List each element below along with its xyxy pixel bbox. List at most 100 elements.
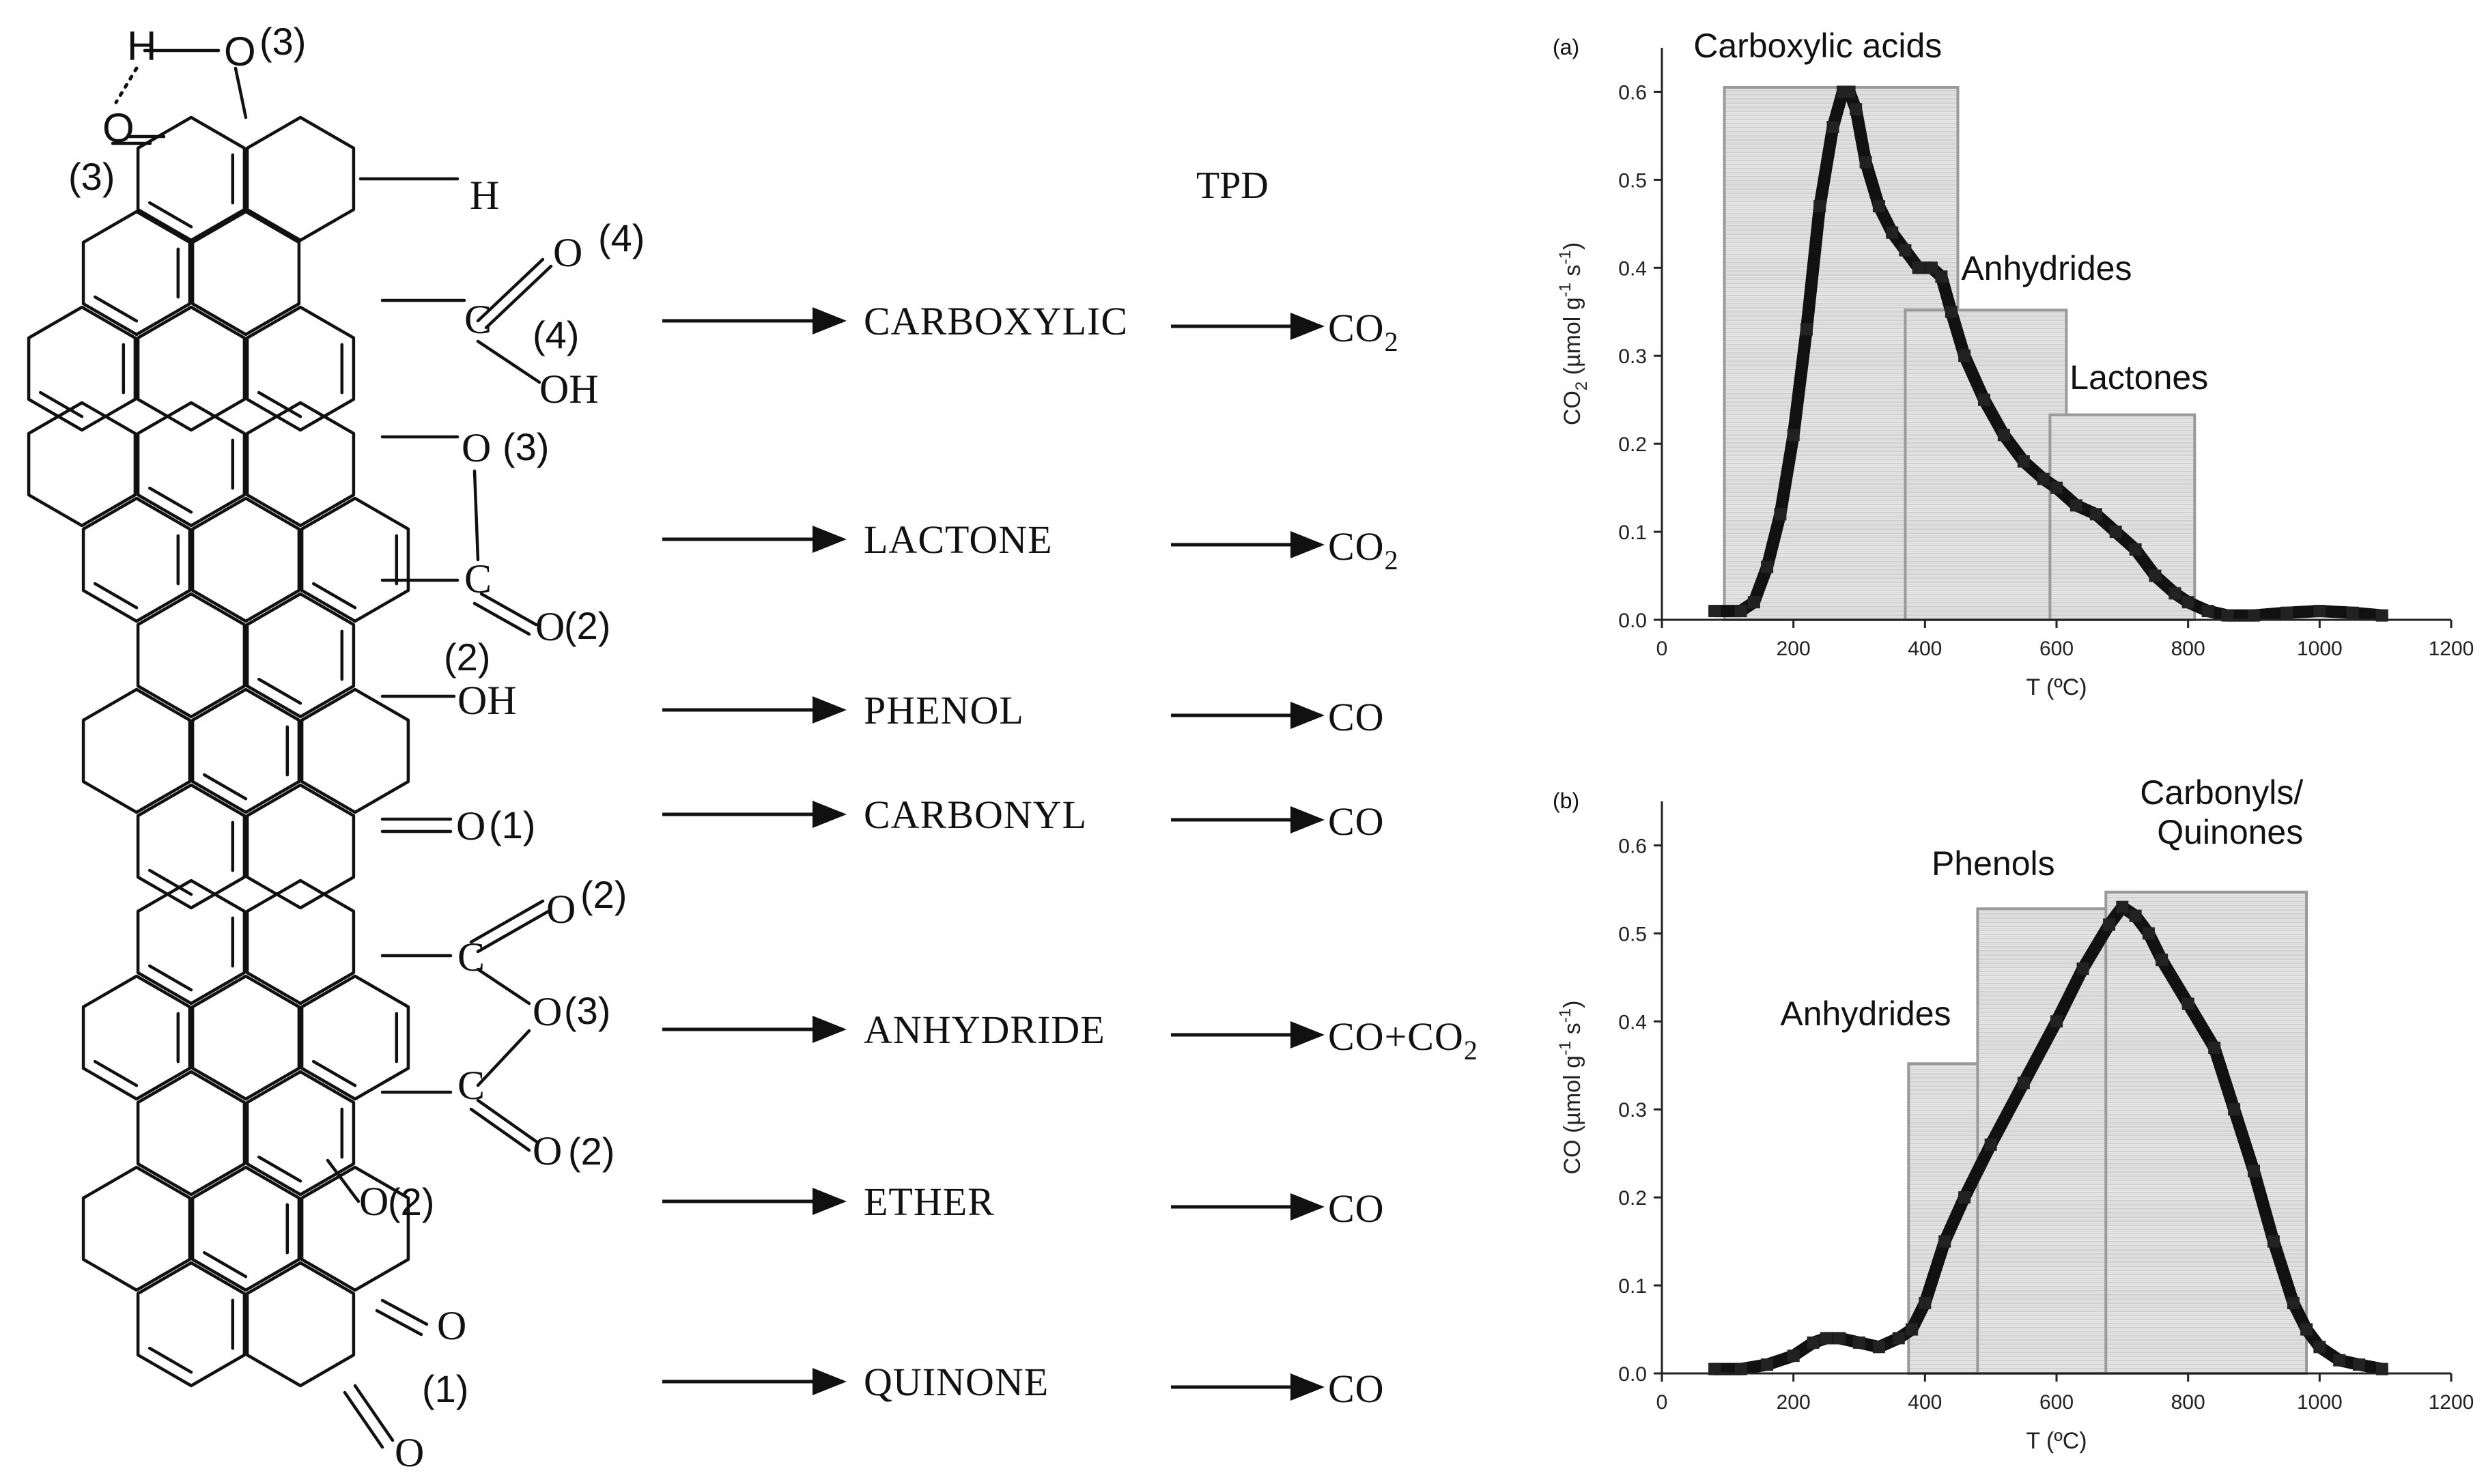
carbon-ring [300,1165,410,1292]
carbon-ring [136,1070,246,1197]
y-label-close: ) [1559,1001,1585,1008]
substituent-bond [476,909,552,954]
substituent-bond [380,1298,429,1326]
data-point [2346,606,2359,619]
quinone-o2: O [395,1430,424,1475]
tpd-row: LACTONE CO2 [662,517,1399,575]
substituent-bond [469,1107,531,1152]
data-point [1774,508,1787,521]
data-point [2287,1296,2300,1309]
data-point [2201,605,2214,618]
atom-o-left: O [102,105,135,151]
carbon-ring [81,496,192,623]
tpd-row: ETHER CO [662,1180,1385,1231]
x-axis-label: T (ºC) [2026,1428,2087,1454]
data-point [2313,605,2326,618]
double-bond [311,1059,357,1087]
data-point [1919,1296,1932,1309]
carbon-ring [81,210,192,337]
quinone-number: (1) [422,1367,468,1410]
data-point [2109,526,2122,539]
data-point [2353,1358,2366,1371]
lactone-o: O [462,425,491,470]
functional-group-scheme: TPD [1196,165,1269,207]
data-point [1892,1332,1905,1345]
lactone-eq-o: O [535,604,565,649]
carbon-ring [300,974,410,1101]
substituent-bond [469,899,545,944]
carbon-ring [245,305,356,432]
tpd-row: PHENOL CO [662,688,1384,739]
functional-group-name: PHENOL [864,688,1024,732]
region-annotation: Anhydrides [1961,249,2132,287]
lactone-o-number: (3) [503,425,549,468]
double-bond [93,295,139,323]
y-label-subscript: 2 [1572,382,1591,390]
carbon-ring [136,115,246,242]
y-label-main: CO [1559,390,1585,425]
chart-a-co2: (a) 0 200 400 600 800 1000 1200 0.0 0.1 0.2 0.3 0.4 0… [1553,27,2474,700]
double-bond [38,390,84,418]
carbon-ring [81,1165,192,1292]
carboxyl-oh: OH [539,367,599,412]
region-annotation: Quinones [2157,813,2303,851]
anhydride-c2: C [457,1063,485,1108]
y-label-main: CO [1559,1139,1585,1174]
x-tick-label: 800 [2171,638,2205,660]
product-subscript: 2 [1385,326,1399,357]
data-point [1886,226,1899,239]
tpd-row: CARBONYL CO [662,793,1385,844]
tpd-row: CARBOXYLIC CO2 [662,299,1399,357]
data-point [1872,200,1885,213]
region-anhydrides [1904,309,2068,621]
anhydride-o1-number: (2) [580,873,627,916]
anhydride-o1: O [546,887,576,932]
data-point [1833,1332,1846,1345]
carbon-ring [81,974,192,1101]
data-point [2129,909,2142,922]
tpd-product: CO [1328,799,1385,844]
carbon-ring [245,783,356,910]
data-point [1761,1358,1774,1371]
data-point [2037,472,2050,485]
region-annotation: Anhydrides [1780,995,1951,1033]
carbon-ring [136,305,246,432]
data-point [2375,1362,2388,1375]
product-formula: CO [1328,799,1385,844]
data-point [2248,609,2260,622]
product-subscript: 2 [1385,545,1399,575]
substituent-bond [353,1384,395,1442]
atom-o-top: O [224,29,256,74]
data-point [2017,455,2030,468]
tpd-row: ANHYDRIDE CO+CO2 [662,1008,1478,1066]
tpd-product: CO [1328,1186,1385,1231]
substituent-bond [476,339,541,384]
x-tick-label: 1000 [2297,1391,2343,1414]
y-tick-label: 0.6 [1618,835,1647,857]
product-formula: CO [1328,1367,1385,1411]
data-point [1800,323,1813,336]
ether-number: (2) [388,1180,434,1223]
anhydride-o2: O [533,1128,562,1173]
carboxyl-number: (4) [533,313,579,356]
data-point [1935,270,1948,283]
data-point [1826,121,1839,133]
double-bond [93,582,139,610]
data-point [2129,543,2142,556]
x-tick-label: 200 [1777,638,1811,660]
data-point [2313,1341,2326,1354]
product-subscript: 2 [1464,1035,1478,1066]
x-tick-label: 1000 [2297,638,2343,660]
functional-group-name: ETHER [864,1180,995,1224]
double-bond [202,1251,248,1279]
substituent-bond [326,1158,361,1203]
structure-atom-labels: H O (3) O (3) H O (4) C (4) OH O (3) C O… [68,20,645,1475]
double-bond [147,486,193,514]
y-tick-label: 0.3 [1618,1099,1647,1122]
data-point [2089,508,2102,521]
data-point [2333,1354,2346,1367]
carbon-ring [190,210,301,337]
double-bond [257,677,302,705]
functional-group-name: QUINONE [864,1360,1049,1404]
data-point [2050,481,2063,494]
